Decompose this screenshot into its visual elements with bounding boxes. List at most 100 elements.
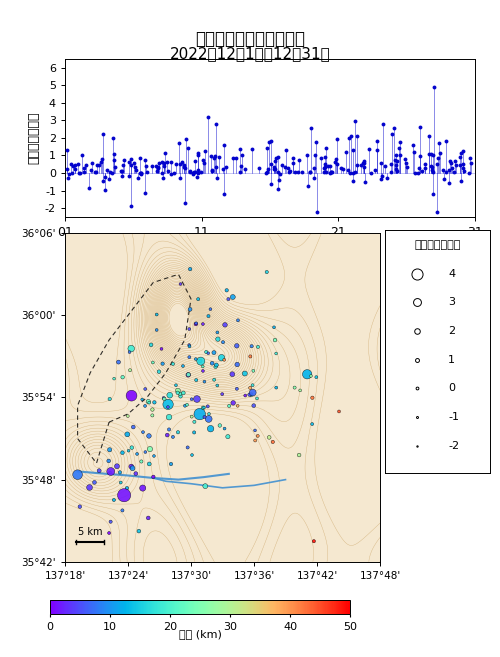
Point: [188, 394, 196, 405]
Point: [265, 432, 273, 443]
Point: [192, 319, 200, 329]
Text: 3: 3: [448, 298, 455, 307]
Point: [214, 334, 222, 344]
Point: [124, 445, 132, 456]
Point: [181, 401, 189, 411]
Point: [188, 411, 196, 422]
Text: 4: 4: [448, 269, 455, 279]
Point: [106, 467, 114, 478]
Point: [86, 482, 94, 493]
Point: [164, 402, 172, 413]
Point: [158, 344, 166, 354]
Point: [270, 322, 278, 332]
Point: [90, 477, 98, 487]
Point: [118, 505, 126, 516]
Point: [224, 294, 232, 304]
Point: [253, 393, 261, 403]
Point: [412, 297, 420, 307]
Point: [160, 394, 168, 404]
Point: [126, 365, 134, 376]
Text: 2: 2: [448, 326, 455, 336]
Point: [271, 335, 279, 346]
Text: 深さ (km): 深さ (km): [178, 629, 222, 639]
Point: [169, 432, 177, 442]
Point: [295, 450, 303, 461]
Point: [225, 401, 233, 411]
Point: [138, 456, 145, 466]
Point: [124, 411, 132, 421]
Point: [176, 389, 184, 399]
Point: [234, 401, 241, 411]
Point: [158, 359, 166, 369]
Point: [196, 355, 204, 366]
Point: [312, 372, 320, 382]
Point: [150, 397, 158, 407]
Point: [212, 360, 220, 371]
Point: [113, 461, 121, 472]
Point: [128, 390, 136, 401]
Point: [246, 382, 254, 393]
Point: [194, 294, 202, 304]
Point: [204, 348, 212, 359]
Point: [412, 326, 420, 336]
Point: [152, 309, 160, 320]
Point: [110, 495, 118, 505]
Point: [228, 369, 236, 380]
Point: [200, 402, 208, 413]
Point: [180, 388, 188, 398]
Point: [190, 427, 198, 438]
Point: [233, 340, 241, 351]
Point: [200, 376, 208, 387]
Point: [198, 361, 206, 372]
Point: [172, 380, 180, 390]
Point: [205, 409, 213, 419]
Point: [308, 392, 316, 403]
Point: [184, 370, 192, 380]
Text: -2: -2: [448, 441, 459, 451]
Point: [269, 437, 277, 447]
Point: [105, 528, 113, 538]
Point: [176, 279, 184, 289]
Point: [139, 427, 147, 438]
Point: [128, 442, 136, 453]
Point: [155, 367, 163, 377]
Point: [263, 267, 271, 277]
Point: [142, 384, 150, 394]
Point: [219, 337, 227, 348]
Point: [310, 536, 318, 547]
Point: [210, 374, 218, 385]
Point: [114, 357, 122, 367]
Point: [150, 472, 158, 482]
Point: [188, 450, 196, 461]
Point: [107, 466, 115, 477]
Point: [206, 423, 214, 434]
Point: [74, 470, 82, 480]
Point: [184, 442, 192, 453]
Point: [179, 361, 187, 371]
Point: [116, 467, 124, 478]
Point: [233, 359, 241, 370]
Point: [246, 351, 254, 362]
Point: [192, 354, 200, 365]
Point: [272, 348, 280, 359]
Point: [248, 387, 256, 397]
Point: [221, 319, 229, 330]
Point: [128, 463, 136, 474]
Point: [192, 318, 200, 328]
Point: [123, 483, 131, 493]
Text: -1: -1: [448, 412, 459, 422]
Point: [132, 468, 140, 479]
Point: [127, 344, 135, 354]
Point: [246, 390, 254, 400]
Point: [95, 465, 103, 476]
Point: [214, 380, 222, 391]
Point: [199, 403, 207, 413]
Point: [247, 390, 255, 400]
Point: [412, 412, 420, 422]
Point: [197, 356, 205, 367]
Point: [174, 427, 182, 438]
Point: [145, 397, 153, 408]
Point: [167, 459, 175, 469]
Point: [303, 369, 311, 380]
Point: [165, 412, 173, 422]
